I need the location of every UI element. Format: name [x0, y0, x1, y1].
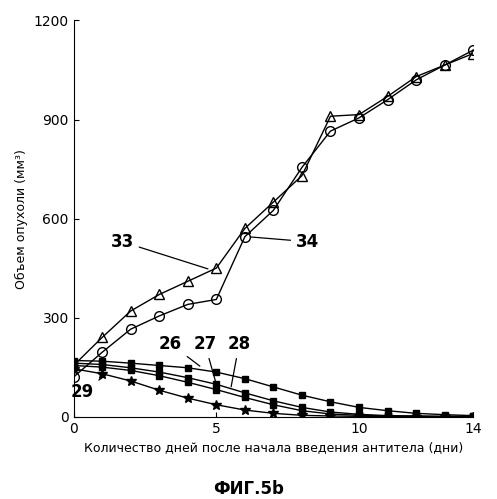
Text: ФИГ.5b: ФИГ.5b: [213, 480, 284, 498]
Text: 29: 29: [71, 375, 105, 401]
Text: 28: 28: [228, 335, 250, 387]
X-axis label: Количество дней после начала введения антитела (дни): Количество дней после начала введения ан…: [84, 441, 463, 454]
Text: 27: 27: [193, 335, 217, 382]
Y-axis label: Объем опухоли (мм³): Объем опухоли (мм³): [15, 149, 28, 288]
Text: 34: 34: [250, 233, 319, 250]
Text: 26: 26: [159, 335, 200, 366]
Text: 33: 33: [110, 233, 208, 269]
